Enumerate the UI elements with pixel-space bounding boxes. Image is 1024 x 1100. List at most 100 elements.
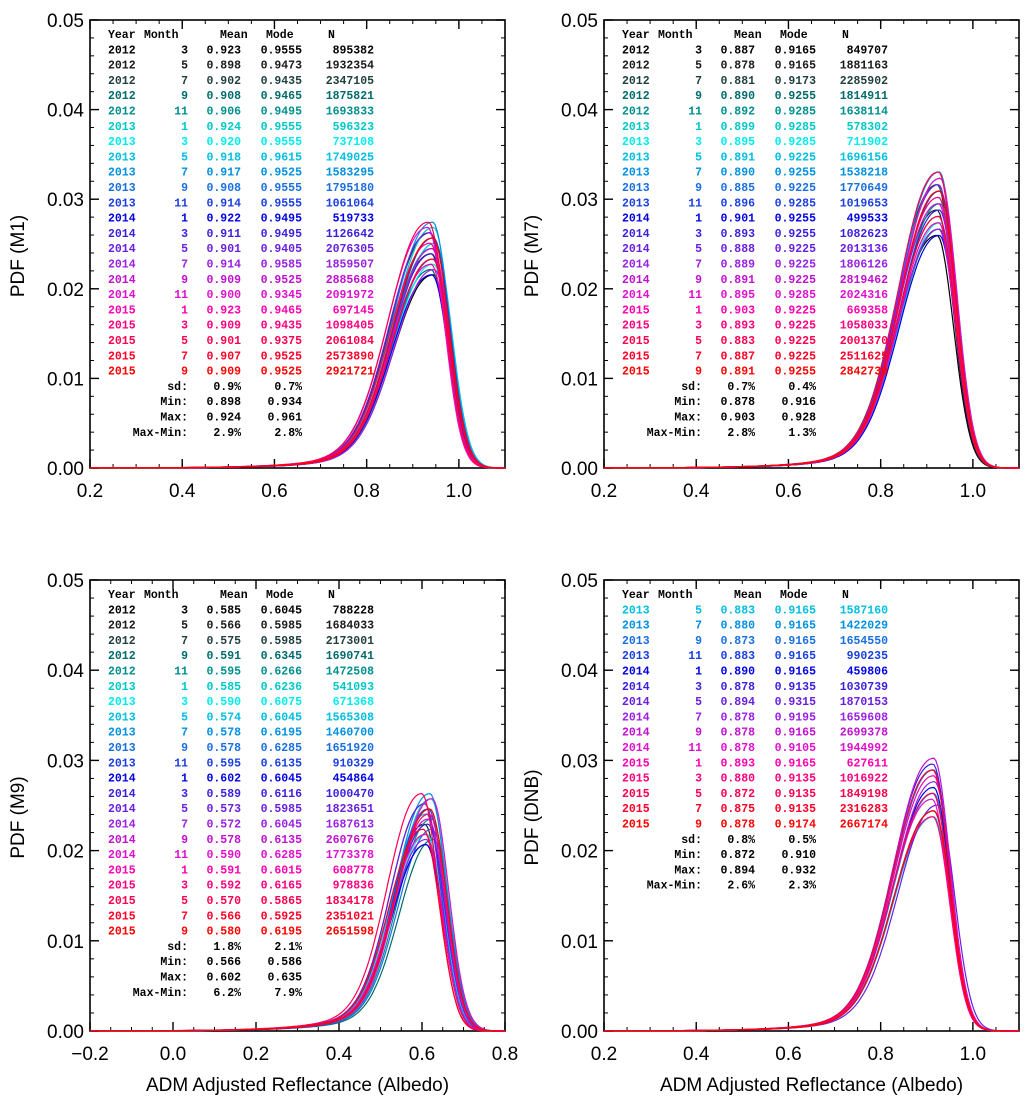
stat-label: Max-Min:	[133, 987, 188, 1000]
table-cell: 9	[181, 742, 188, 755]
table-cell: 0.878	[720, 711, 755, 724]
table-cell: 11	[174, 289, 188, 302]
table-cell: 0.574	[206, 711, 241, 724]
y-tick-label: 0.00	[47, 459, 84, 480]
table-cell: 0.9255	[775, 228, 817, 241]
table-cell: 459806	[847, 666, 889, 679]
table-cell: 1061064	[326, 197, 374, 210]
table-cell: 0.578	[206, 742, 241, 755]
table-cell: 2012	[108, 44, 136, 57]
table-cell: 0.5985	[261, 803, 303, 816]
table-cell: 1082623	[840, 228, 888, 241]
table-cell: 1849198	[840, 788, 888, 801]
table-cell: 2015	[108, 864, 136, 877]
x-tick-label: −0.2	[71, 1044, 109, 1065]
table-cell: 0.893	[720, 228, 755, 241]
table-cell: 0.595	[206, 757, 241, 770]
stat-value: 2.1%	[274, 941, 302, 954]
panel-m1: 0.00 0.01 0.02 0.03 0.04 0.05 0.2 0.4 0.6 0.8 1.0 P…	[8, 11, 506, 502]
table-cell: 0.900	[206, 289, 241, 302]
table-cell: 1638114	[840, 106, 888, 119]
table-cell: 0.9435	[261, 320, 303, 333]
table-header: Mode	[266, 589, 294, 602]
table-cell: 2285902	[840, 75, 888, 88]
table-header: Mode	[780, 29, 808, 42]
table-cell: 0.602	[206, 773, 241, 786]
y-tick-label: 0.00	[561, 459, 598, 480]
table-cell: 0.595	[206, 666, 241, 679]
pdf-curve-2015-9	[90, 237, 505, 469]
stats-table: Year Month Mean Mode N 2012 3 0.585 0.6045 788228…	[108, 589, 374, 1000]
table-cell: 1659608	[840, 711, 888, 724]
table-cell: 0.6285	[261, 742, 303, 755]
stat-value: 0.9%	[213, 381, 241, 394]
table-cell: 0.9285	[775, 121, 817, 134]
table-cell: 0.9525	[261, 274, 303, 287]
table-cell: 2013	[622, 151, 650, 164]
table-cell: 3	[181, 880, 188, 893]
table-cell: 0.5985	[261, 635, 303, 648]
table-cell: 3	[181, 604, 188, 617]
table-cell: 2667174	[840, 819, 888, 832]
table-header: Month	[658, 589, 693, 602]
table-cell: 0.9255	[775, 213, 817, 226]
table-cell: 3	[181, 136, 188, 149]
table-cell: 0.880	[720, 773, 755, 786]
table-cell: 0.887	[720, 350, 755, 363]
table-cell: 0.6285	[261, 849, 303, 862]
table-cell: 0.578	[206, 834, 241, 847]
stat-value: 0.602	[206, 972, 241, 985]
table-cell: 0.6195	[261, 727, 303, 740]
table-cell: 596323	[333, 121, 375, 134]
table-cell: 2842730	[840, 366, 888, 379]
table-header: N	[842, 29, 849, 42]
table-cell: 0.590	[206, 849, 241, 862]
table-cell: 2013	[622, 604, 650, 617]
table-cell: 0.9165	[775, 44, 817, 57]
table-cell: 2347105	[326, 75, 374, 88]
y-tick-label: 0.05	[561, 571, 598, 592]
table-cell: 5	[181, 60, 188, 73]
table-cell: 2015	[622, 335, 650, 348]
x-tick-label: 0.4	[683, 1044, 710, 1065]
x-tick-label: 0.0	[160, 1044, 186, 1065]
table-cell: 519733	[333, 213, 375, 226]
table-cell: 0.590	[206, 696, 241, 709]
table-cell: 9	[695, 819, 702, 832]
table-cell: 0.9525	[261, 366, 303, 379]
table-cell: 2173001	[326, 635, 374, 648]
stat-value: 0.916	[781, 396, 816, 409]
table-cell: 0.9135	[775, 788, 817, 801]
table-cell: 0.9555	[261, 197, 303, 210]
table-cell: 0.891	[720, 151, 755, 164]
curve-group	[604, 171, 1019, 469]
table-cell: 7	[695, 350, 702, 363]
table-cell: 2013	[622, 136, 650, 149]
table-cell: 2014	[622, 681, 650, 694]
panel-m9: 0.00 0.01 0.02 0.03 0.04 0.05 −0.2 0.0 0.2 0.4 0.6…	[8, 571, 518, 1096]
table-cell: 2012	[108, 75, 136, 88]
table-cell: 0.9165	[775, 666, 817, 679]
y-tick-label: 0.03	[561, 190, 598, 211]
table-cell: 2013	[622, 121, 650, 134]
table-cell: 0.9255	[775, 90, 817, 103]
table-cell: 3	[181, 696, 188, 709]
table-cell: 1	[695, 304, 702, 317]
table-cell: 2012	[622, 90, 650, 103]
y-tick-label: 0.04	[561, 101, 598, 122]
stat-label: Max:	[674, 412, 702, 425]
table-cell: 0.9585	[261, 259, 303, 272]
table-cell: 1944992	[840, 742, 888, 755]
stat-value: 0.635	[267, 972, 302, 985]
table-cell: 2012	[108, 635, 136, 648]
table-cell: 9	[695, 274, 702, 287]
table-cell: 2014	[622, 274, 650, 287]
table-cell: 2013	[622, 197, 650, 210]
table-cell: 0.923	[206, 304, 241, 317]
table-cell: 578302	[847, 121, 889, 134]
table-cell: 1795180	[326, 182, 374, 195]
table-cell: 0.9225	[775, 320, 817, 333]
x-tick-label: 1.0	[446, 481, 472, 502]
table-cell: 910329	[333, 757, 375, 770]
table-cell: 0.6165	[261, 880, 303, 893]
